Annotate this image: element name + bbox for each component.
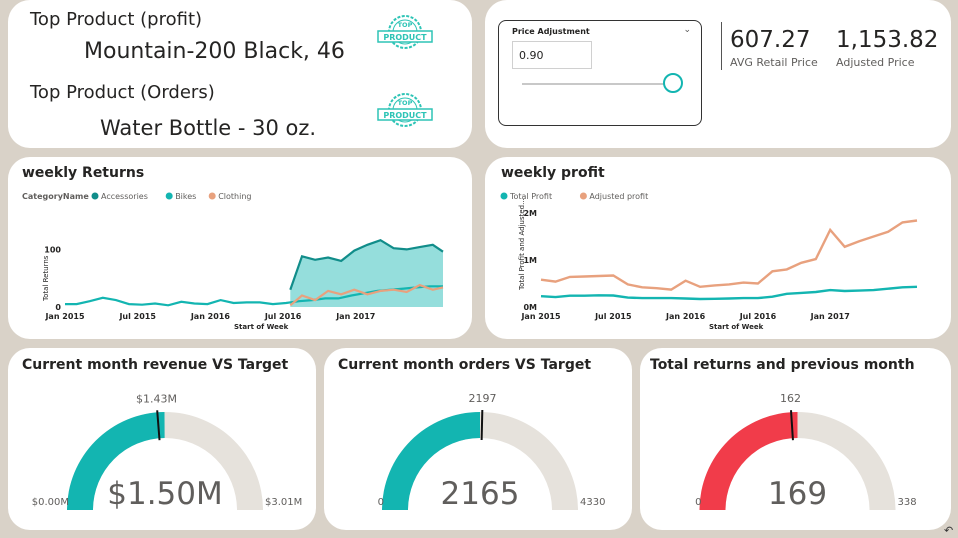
gauge-target-label: 2197 xyxy=(469,392,497,405)
gauge-value-label: $1.50M xyxy=(107,476,223,512)
kpi-divider xyxy=(721,22,722,70)
badge-top-text: TOP xyxy=(398,99,413,107)
series-line-total-profit xyxy=(540,285,918,301)
legend-marker xyxy=(500,192,508,200)
weekly-profit-card: weekly profit Total Profit Adjusted profi… xyxy=(485,157,951,339)
top-product-profit-heading: Top Product (profit) xyxy=(30,9,203,30)
y-axis-label: Total Profit and Adjusted... xyxy=(518,198,526,291)
gauge-value-arc xyxy=(699,412,798,510)
badge-top-text: TOP xyxy=(398,21,413,29)
x-tick-label: Jan 2016 xyxy=(190,312,231,321)
price-adjustment-card: Price Adjustment ⌄ 607.27 AVG Retail Pri… xyxy=(485,0,951,148)
weekly-returns-chart: CategoryName Accessories Bikes Clothing Tota… xyxy=(22,192,444,331)
gauge-min-label: 0 xyxy=(695,497,701,508)
price-adjustment-slider-handle[interactable] xyxy=(663,73,683,93)
legend-marker xyxy=(165,192,173,200)
reset-icon[interactable]: ↶ xyxy=(944,524,954,537)
legend-entry: Accessories xyxy=(101,192,148,201)
price-adjustment-slider-track[interactable] xyxy=(522,83,672,85)
legend-entry: Bikes xyxy=(175,192,196,201)
legend-entry: Total Profit xyxy=(509,192,552,201)
badge-product-text: PRODUCT xyxy=(383,33,427,42)
chevron-down-icon[interactable]: ⌄ xyxy=(683,25,691,35)
y-tick-label: 2M xyxy=(523,209,537,218)
gauge-max-label: 4330 xyxy=(580,497,605,508)
x-tick-label: Jan 2017 xyxy=(335,312,375,321)
top-product-stamp-icon: TOP PRODUCT xyxy=(377,15,433,49)
y-tick-label: 0 xyxy=(55,303,61,312)
gauge-target-label: $1.43M xyxy=(136,392,177,405)
gauge-target-marker xyxy=(156,410,161,441)
gauge-value-arc xyxy=(67,412,165,510)
top-product-orders-heading: Top Product (Orders) xyxy=(30,82,215,103)
adjusted-price-value: 1,153.82 xyxy=(836,27,939,53)
legend-marker xyxy=(91,192,99,200)
revenue-gauge-card: Current month revenue VS Target $1.43M $0… xyxy=(8,348,316,530)
series-line-adjusted-profit xyxy=(540,219,918,291)
returns-gauge-card: Total returns and previous month 162 0 338… xyxy=(640,348,951,530)
weekly-profit-title: weekly profit xyxy=(501,165,605,181)
x-tick-label: Jul 2016 xyxy=(264,312,302,321)
x-axis-label: Start of Week xyxy=(709,323,764,331)
legend-entry: Clothing xyxy=(218,192,251,201)
weekly-returns-card: weekly Returns CategoryName Accessories Bi… xyxy=(8,157,472,339)
x-tick-label: Jan 2015 xyxy=(44,312,85,321)
price-adjustment-input[interactable] xyxy=(512,41,592,69)
x-tick-label: Jul 2015 xyxy=(594,312,632,321)
legend-marker xyxy=(208,192,216,200)
adjusted-price-label: Adjusted Price xyxy=(836,56,915,69)
x-axis-label: Start of Week xyxy=(234,323,289,331)
slicer-label: Price Adjustment xyxy=(512,27,590,36)
avg-retail-price-value: 607.27 xyxy=(730,27,811,53)
top-product-stamp-icon: TOP PRODUCT xyxy=(377,93,433,127)
series-line-accessories xyxy=(289,238,444,291)
weekly-profit-chart: Total Profit Adjusted profit Total Profit … xyxy=(500,192,918,331)
gauge-max-label: $3.01M xyxy=(265,497,302,508)
gauge-value-label: 2165 xyxy=(441,476,520,512)
top-product-orders-value: Water Bottle - 30 oz. xyxy=(100,116,317,140)
price-adjustment-slicer[interactable]: Price Adjustment ⌄ xyxy=(498,20,702,126)
series-line-clothing xyxy=(289,283,444,307)
y-tick-label: 1M xyxy=(523,256,537,265)
weekly-returns-title: weekly Returns xyxy=(22,165,145,181)
gauge-value-label: 169 xyxy=(768,476,827,512)
orders-gauge: 2197 0 4330 2165 xyxy=(378,392,606,512)
returns-gauge: 162 0 338 169 xyxy=(695,392,917,512)
avg-retail-price-label: AVG Retail Price xyxy=(730,56,818,69)
gauge-min-label: 0 xyxy=(378,497,384,508)
x-tick-label: Jul 2015 xyxy=(118,312,156,321)
gauge-target-marker xyxy=(790,410,794,441)
x-tick-label: Jan 2017 xyxy=(810,312,850,321)
top-products-card: Top Product (profit) Mountain-200 Black,… xyxy=(8,0,472,148)
y-axis-label: Total Returns xyxy=(42,255,50,302)
legend-title: CategoryName xyxy=(22,192,89,201)
gauge-target-label: 162 xyxy=(780,392,801,405)
x-tick-label: Jan 2015 xyxy=(520,312,561,321)
gauge-value-arc xyxy=(382,412,480,510)
gauge-title: Current month orders VS Target xyxy=(338,357,592,373)
x-tick-label: Jan 2016 xyxy=(665,312,706,321)
gauge-title: Total returns and previous month xyxy=(650,357,915,373)
revenue-gauge: $1.43M $0.00M $3.01M $1.50M xyxy=(32,392,303,512)
x-tick-label: Jul 2016 xyxy=(739,312,777,321)
y-tick-label: 0M xyxy=(523,303,537,312)
orders-gauge-card: Current month orders VS Target 2197 0 4330… xyxy=(324,348,632,530)
gauge-target-marker xyxy=(480,410,484,441)
gauge-max-label: 338 xyxy=(898,497,917,508)
y-tick-label: 100 xyxy=(44,245,61,254)
badge-product-text: PRODUCT xyxy=(383,111,427,120)
gauge-min-label: $0.00M xyxy=(32,497,69,508)
gauge-title: Current month revenue VS Target xyxy=(22,357,289,373)
legend-marker xyxy=(579,192,587,200)
top-product-profit-value: Mountain-200 Black, 46 xyxy=(84,39,345,64)
legend-entry: Adjusted profit xyxy=(589,192,648,201)
series-area-accessories xyxy=(290,240,443,307)
